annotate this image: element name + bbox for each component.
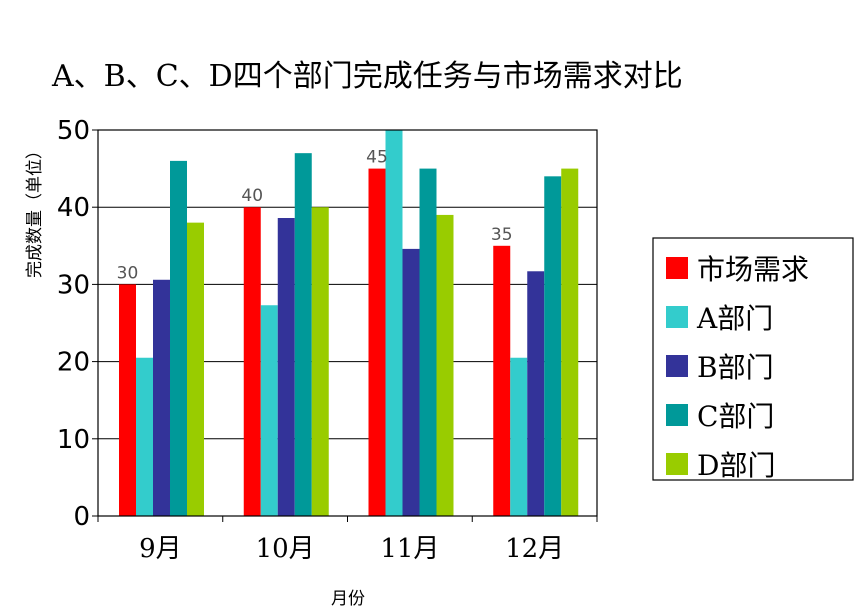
bar	[311, 207, 329, 516]
legend-swatch	[666, 257, 688, 279]
legend-label: A部门	[696, 302, 773, 335]
bar	[544, 176, 562, 516]
y-tick-label: 0	[73, 502, 90, 532]
legend-label: C部门	[697, 400, 774, 433]
legend-swatch	[666, 453, 688, 475]
chart-title: A、B、C、D四个部门完成任务与市场需求对比	[51, 59, 683, 94]
data-label: 45	[366, 148, 388, 168]
bar	[187, 222, 204, 516]
y-axis-label: 完成数量（单位）	[25, 142, 45, 278]
y-axis-ticks: 0 10 20 30 40 50	[57, 116, 98, 532]
bar	[277, 218, 295, 516]
data-label: 35	[491, 225, 513, 245]
data-label: 40	[241, 186, 263, 206]
bar	[402, 248, 420, 516]
legend-swatch	[666, 306, 688, 328]
legend-swatch	[666, 355, 688, 377]
x-tick-label: 9月	[139, 534, 182, 564]
legend-label: D部门	[697, 449, 775, 482]
bars	[119, 130, 579, 517]
bar	[243, 207, 261, 516]
y-tick-label: 50	[57, 116, 90, 146]
data-labels: 30 40 45 35	[117, 148, 513, 284]
bar	[260, 305, 278, 516]
bar	[419, 168, 437, 516]
x-tick-label: 10月	[256, 534, 315, 564]
x-axis-ticks: 9月 10月 11月 12月	[97, 516, 598, 564]
x-tick-label: 11月	[380, 534, 439, 564]
bar	[170, 160, 187, 516]
legend: 市场需求 A部门 B部门 C部门 D部门	[666, 253, 809, 482]
x-axis-label: 月份	[331, 589, 365, 609]
legend-label: B部门	[697, 351, 774, 384]
bar	[119, 284, 136, 516]
bar	[527, 271, 545, 516]
bar	[385, 130, 403, 516]
bar	[153, 279, 170, 516]
x-tick-label: 12月	[505, 534, 564, 564]
bar	[368, 168, 386, 516]
legend-label: 市场需求	[697, 253, 809, 286]
bar	[510, 357, 528, 516]
bar	[294, 153, 312, 516]
y-tick-label: 10	[57, 425, 90, 455]
legend-swatch	[666, 404, 688, 426]
bar	[136, 357, 153, 516]
y-tick-label: 40	[57, 193, 90, 223]
y-tick-label: 20	[57, 348, 90, 378]
bar	[493, 245, 511, 517]
bar	[561, 168, 579, 516]
y-tick-label: 30	[57, 270, 90, 300]
data-label: 30	[117, 263, 139, 283]
bar	[436, 214, 454, 517]
